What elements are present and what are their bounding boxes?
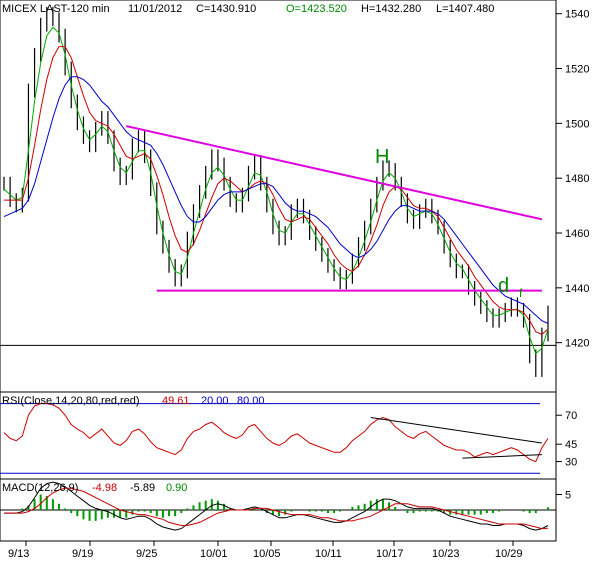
- price-trendline: [126, 125, 543, 221]
- rsi-trendline: [462, 454, 542, 459]
- xtick-label: 10/11: [315, 548, 342, 560]
- xtick-label: 10/17: [376, 548, 404, 560]
- macd-hist-value: 0.90: [166, 482, 187, 494]
- ma_mid-line: [4, 46, 549, 335]
- rsi-upper: 80.00: [237, 395, 265, 407]
- price-ytick-label: 1480: [565, 173, 589, 185]
- macd-line: [4, 481, 549, 531]
- price-ytick-label: 1520: [565, 64, 589, 76]
- rsi-ytick-label: 30: [565, 457, 577, 469]
- xtick-label: 9/25: [136, 548, 157, 560]
- header-open: O=1423.520: [286, 3, 347, 15]
- price-panel: 1540 1520 1500 1480 1460 1440 1420 MICEX LAST-…: [0, 0, 589, 393]
- xtick-label: 10/29: [495, 548, 523, 560]
- xtick-label: 10/01: [200, 548, 228, 560]
- price-ytick-label: 1500: [565, 118, 589, 130]
- xtick-label: 10/05: [253, 548, 281, 560]
- rsi-ytick-label: 45: [565, 439, 577, 451]
- rsi-ytick-label: 70: [565, 410, 577, 422]
- header-high: H=1432.280: [361, 3, 421, 15]
- rsi-trendline: [370, 417, 542, 444]
- price-ytick-label: 1440: [565, 283, 589, 295]
- macd-ytick-label: 5: [565, 490, 571, 502]
- xtick-label: 10/23: [432, 548, 460, 560]
- header-date: 11/01/2012: [128, 3, 182, 15]
- price-ytick-label: 1420: [565, 338, 589, 350]
- header-low: L=1407.480: [436, 3, 494, 15]
- price-ytick-label: 1460: [565, 228, 589, 240]
- rsi-last: 49.61: [162, 395, 190, 407]
- rsi-line: [3, 403, 549, 463]
- xtick-label: 9/13: [8, 548, 29, 560]
- ma_fast-line: [3, 26, 549, 355]
- rsi-lower: 20.00: [201, 395, 229, 407]
- annotation-f: f: [519, 286, 523, 300]
- macd-value: -4.98: [92, 482, 117, 494]
- x-axis: 9/13 9/19 9/25 10/01 10/05 10/11 10/17 10/23 10/…: [0, 540, 556, 560]
- price-ytick-label: 1540: [565, 9, 589, 21]
- annotation-head: H: [375, 146, 389, 168]
- macd-title: MACD(12,26,9): [2, 482, 78, 494]
- annotation-d: d: [498, 275, 509, 297]
- macd-panel: 5 MACD(12,26,9) -4.98 -5.89 0.90: [0, 478, 571, 542]
- header-close: C=1430.910: [196, 3, 256, 15]
- xtick-label: 9/19: [72, 548, 93, 560]
- rsi-title: RSI(Close,14,20,80,red,red): [2, 395, 140, 407]
- rsi-panel: 70 45 30 RSI(Close,14,20,80,red,red) 49.61…: [0, 391, 577, 480]
- ma_slow-line: [3, 76, 549, 324]
- signal-line: [4, 487, 549, 530]
- macd-signal-value: -5.89: [130, 482, 155, 494]
- header-symbol: MICEX LAST-120 min: [2, 3, 110, 15]
